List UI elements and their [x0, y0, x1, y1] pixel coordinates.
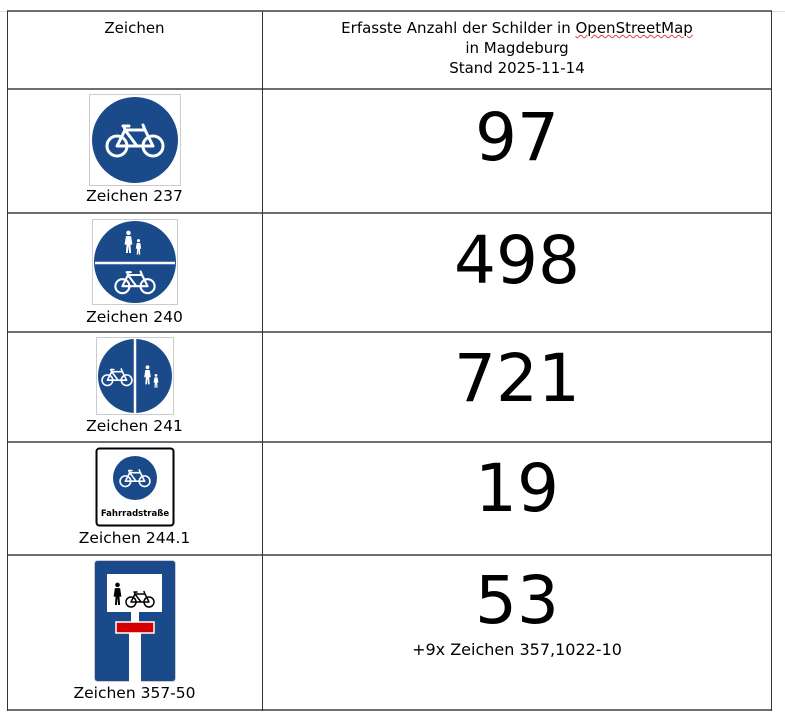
row-divider — [7, 441, 772, 443]
row-count: 97 — [475, 99, 559, 176]
row-count: 53 — [475, 562, 559, 639]
table-border — [771, 11, 772, 711]
header-zeichen: Zeichen — [104, 19, 165, 37]
row-label: Zeichen 357-50 — [73, 684, 196, 702]
sign-244-1-icon: Fahrradstraße — [95, 447, 175, 527]
sign-text: Fahrradstraße — [100, 509, 170, 519]
row-label: Zeichen 237 — [86, 187, 183, 205]
row-divider — [7, 88, 772, 90]
sign-241-icon — [96, 337, 174, 415]
row-divider — [7, 554, 772, 556]
row-label: Zeichen 240 — [86, 308, 183, 326]
row-divider — [7, 212, 772, 214]
header-line1: Erfasste Anzahl der Schilder in — [341, 19, 576, 37]
header-count: Erfasste Anzahl der Schilder in OpenStre… — [263, 18, 771, 78]
header-line3: Stand 2025-11-14 — [449, 59, 585, 77]
table-border — [7, 11, 8, 711]
header-line2: in Magdeburg — [465, 39, 569, 57]
sign-357-50-icon — [94, 560, 176, 682]
row-note: +9x Zeichen 357,1022-10 — [412, 640, 622, 659]
column-divider — [262, 11, 263, 711]
sign-237-icon — [89, 94, 181, 186]
row-divider — [7, 331, 772, 333]
table-border — [7, 709, 772, 711]
row-count: 498 — [454, 222, 580, 299]
row-count: 19 — [475, 450, 559, 527]
row-label: Zeichen 241 — [86, 417, 183, 435]
row-count: 721 — [454, 340, 580, 417]
row-label: Zeichen 244.1 — [78, 529, 191, 547]
bicycle-road-sign-graphic — [95, 447, 175, 527]
header-osm: OpenStreetMap — [575, 19, 693, 37]
table-border — [7, 10, 772, 12]
sign-240-icon — [92, 219, 178, 305]
